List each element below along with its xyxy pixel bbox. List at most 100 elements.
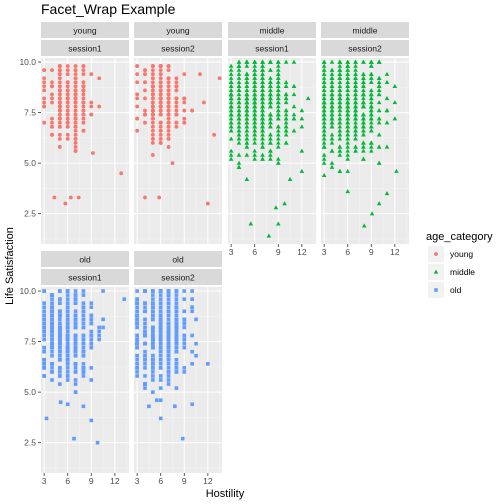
data-point: [42, 88, 46, 92]
data-point: [42, 101, 46, 105]
data-point: [82, 326, 86, 330]
data-point: [175, 76, 179, 80]
data-point: [159, 88, 163, 92]
y-axis-title: Life Satisfaction: [4, 227, 16, 305]
data-point: [167, 318, 171, 322]
data-point: [58, 326, 62, 330]
data-point: [74, 141, 78, 145]
data-point: [82, 366, 86, 370]
data-point: [167, 92, 171, 96]
data-point: [167, 366, 171, 370]
data-point: [58, 370, 62, 374]
data-point: [82, 289, 86, 293]
data-point: [147, 404, 151, 408]
data-point: [66, 322, 70, 326]
data-point: [58, 121, 62, 125]
data-point: [182, 101, 186, 105]
data-point: [42, 350, 46, 354]
data-point: [175, 334, 179, 338]
data-point: [42, 318, 46, 322]
data-point: [74, 133, 78, 137]
data-point: [58, 346, 62, 350]
data-point: [101, 326, 105, 330]
data-point: [97, 330, 101, 334]
data-point: [159, 105, 163, 109]
x-tick-label: 6: [252, 247, 257, 257]
legend-label: middle: [450, 267, 475, 277]
data-point: [82, 374, 86, 378]
data-point: [66, 125, 70, 129]
data-point: [190, 305, 194, 309]
data-point: [66, 97, 70, 101]
y-tick-label: 5.0: [24, 387, 36, 397]
data-point: [82, 362, 86, 366]
data-point: [151, 374, 155, 378]
data-point: [58, 289, 62, 293]
data-point: [82, 97, 86, 101]
data-point: [167, 354, 171, 358]
facet-strip-session-label: session1: [68, 273, 102, 283]
data-point: [58, 92, 62, 96]
data-point: [66, 117, 70, 121]
data-point: [175, 121, 179, 125]
data-point: [202, 101, 206, 105]
data-point: [151, 314, 155, 318]
data-point: [198, 72, 202, 76]
data-point: [167, 145, 171, 149]
data-point: [74, 76, 78, 80]
data-point: [151, 92, 155, 96]
data-point: [135, 366, 139, 370]
data-point: [135, 318, 139, 322]
data-point: [74, 101, 78, 105]
data-point: [66, 350, 70, 354]
data-point: [167, 338, 171, 342]
data-point: [151, 113, 155, 117]
data-point: [159, 350, 163, 354]
data-point: [82, 105, 86, 109]
data-point: [42, 84, 46, 88]
data-point: [42, 334, 46, 338]
data-point: [42, 362, 46, 366]
data-point: [66, 64, 70, 68]
data-point: [74, 318, 78, 322]
data-point: [182, 289, 186, 293]
data-point: [151, 84, 155, 88]
data-point: [66, 366, 70, 370]
data-point: [58, 366, 62, 370]
data-point: [42, 68, 46, 72]
data-point: [182, 334, 186, 338]
data-point: [182, 318, 186, 322]
data-point: [167, 105, 171, 109]
data-point: [167, 374, 171, 378]
data-point: [175, 297, 179, 301]
data-point: [135, 301, 139, 305]
data-point: [58, 301, 62, 305]
data-point: [159, 289, 163, 293]
data-point: [182, 338, 186, 342]
data-point: [58, 105, 62, 109]
data-point: [143, 358, 147, 362]
data-point: [97, 76, 101, 80]
x-tick-label: 9: [89, 476, 94, 486]
data-point: [82, 92, 86, 96]
data-point: [167, 309, 171, 313]
data-point: [167, 76, 171, 80]
data-point: [42, 322, 46, 326]
data-point: [66, 309, 70, 313]
data-point: [151, 330, 155, 334]
data-point: [74, 64, 78, 68]
data-point: [159, 330, 163, 334]
data-point: [167, 117, 171, 121]
data-point: [74, 362, 78, 366]
data-point: [151, 370, 155, 374]
facet-strip-age-label: young: [73, 26, 96, 36]
data-point: [42, 301, 46, 305]
data-point: [74, 125, 78, 129]
data-point: [58, 382, 62, 386]
data-point: [151, 362, 155, 366]
data-point: [42, 366, 46, 370]
data-point: [135, 362, 139, 366]
data-point: [50, 370, 54, 374]
data-point: [58, 358, 62, 362]
data-point: [74, 314, 78, 318]
